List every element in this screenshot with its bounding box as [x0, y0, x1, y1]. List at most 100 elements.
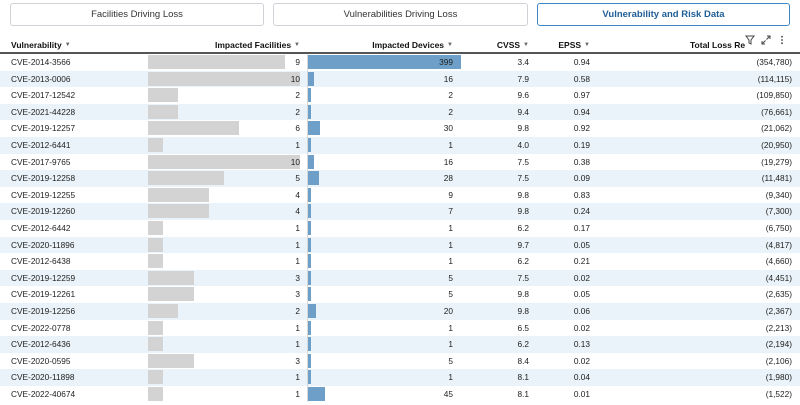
epss-cell: 0.97 — [573, 90, 590, 101]
table-row[interactable]: CVE-2019-12256 2 20 9.8 0.06 (2,367) — [0, 302, 800, 320]
devices-bar — [308, 370, 311, 385]
epss-cell: 0.92 — [573, 123, 590, 134]
total-loss-cell: (2,367) — [765, 305, 792, 316]
facilities-bar — [148, 88, 179, 103]
column-header-impacted-devices[interactable]: Impacted Devices ▼ — [372, 40, 453, 50]
impacted-facilities-cell: 1 — [295, 239, 300, 250]
table-row[interactable]: CVE-2021-44228 2 2 9.4 0.94 (76,661) — [0, 103, 800, 121]
table-row[interactable]: CVE-2017-9765 10 16 7.5 0.38 (19,279) — [0, 153, 800, 171]
cvss-cell: 9.7 — [517, 239, 529, 250]
column-divider — [307, 120, 308, 137]
expand-icon[interactable] — [760, 34, 772, 46]
cvss-cell: 6.2 — [517, 222, 529, 233]
column-divider — [307, 203, 308, 220]
column-divider — [307, 269, 308, 287]
table-row[interactable]: CVE-2012-6441 1 1 4.0 0.19 (20,950) — [0, 136, 800, 154]
table-row[interactable]: CVE-2019-12258 5 28 7.5 0.09 (11,481) — [0, 170, 800, 187]
filter-icon[interactable] — [744, 34, 756, 46]
cvss-cell: 9.8 — [517, 189, 529, 200]
total-loss-cell: (76,661) — [761, 106, 792, 117]
table-row[interactable]: CVE-2022-0778 1 1 6.5 0.02 (2,213) — [0, 319, 800, 337]
devices-bar — [308, 171, 319, 186]
impacted-facilities-cell: 1 — [295, 256, 300, 267]
vulnerability-id-cell: CVE-2020-11898 — [11, 372, 75, 383]
column-divider — [307, 286, 308, 303]
devices-bar — [308, 187, 312, 202]
column-header-epss[interactable]: EPSS ▼ — [558, 40, 590, 50]
impacted-devices-cell: 399 — [439, 57, 453, 67]
sort-caret-icon: ▼ — [447, 42, 453, 48]
facilities-bar — [148, 353, 194, 368]
column-divider — [307, 385, 308, 403]
vulnerability-id-cell: CVE-2012-6436 — [11, 339, 71, 350]
impacted-facilities-cell: 3 — [295, 289, 300, 300]
vulnerability-id-cell: CVE-2017-9765 — [11, 156, 71, 167]
table-row[interactable]: CVE-2019-12261 3 5 9.8 0.05 (2,635) — [0, 286, 800, 303]
column-divider — [307, 352, 308, 370]
table-row[interactable]: CVE-2019-12257 6 30 9.8 0.92 (21,062) — [0, 120, 800, 137]
tab-facilities-driving-loss[interactable]: Facilities Driving Loss — [10, 3, 264, 26]
table-row[interactable]: CVE-2013-0006 10 16 7.9 0.58 (114,115) — [0, 70, 800, 88]
column-header-vulnerability[interactable]: Vulnerability ▼ — [11, 40, 71, 50]
tab-vulnerability-and-risk-data[interactable]: Vulnerability and Risk Data — [537, 3, 790, 26]
epss-cell: 0.21 — [573, 256, 590, 267]
epss-cell: 0.02 — [573, 322, 590, 333]
column-divider — [307, 236, 308, 254]
table-row[interactable]: CVE-2019-12260 4 7 9.8 0.24 (7,300) — [0, 203, 800, 220]
cvss-cell: 9.8 — [517, 206, 529, 217]
epss-cell: 0.05 — [573, 289, 590, 300]
impacted-facilities-cell: 1 — [295, 222, 300, 233]
table-row[interactable]: CVE-2012-6436 1 1 6.2 0.13 (2,194) — [0, 336, 800, 353]
facilities-bar — [148, 187, 209, 202]
table-row[interactable]: CVE-2020-11898 1 1 8.1 0.04 (1,980) — [0, 369, 800, 386]
more-icon[interactable] — [776, 34, 788, 46]
impacted-devices-cell: 2 — [448, 90, 453, 101]
column-divider — [307, 70, 308, 88]
table-row[interactable]: CVE-2014-3566 9 399 3.4 0.94 (354,780) — [0, 54, 800, 71]
table-row[interactable]: CVE-2017-12542 2 2 9.6 0.97 (109,850) — [0, 87, 800, 104]
cvss-cell: 8.1 — [517, 372, 529, 383]
table-row[interactable]: CVE-2020-11896 1 1 9.7 0.05 (4,817) — [0, 236, 800, 254]
devices-bar — [308, 287, 311, 302]
impacted-facilities-cell: 2 — [295, 106, 300, 117]
epss-cell: 0.13 — [573, 339, 590, 350]
impacted-devices-cell: 2 — [448, 106, 453, 117]
epss-cell: 0.04 — [573, 372, 590, 383]
facilities-bar — [148, 71, 300, 86]
impacted-devices-cell: 1 — [448, 372, 453, 383]
cvss-cell: 7.5 — [517, 173, 529, 184]
impacted-devices-cell: 45 — [443, 388, 453, 399]
devices-bar — [308, 386, 326, 401]
cvss-cell: 3.4 — [517, 57, 529, 67]
vulnerability-id-cell: CVE-2019-12261 — [11, 289, 76, 300]
table-row[interactable]: CVE-2022-40674 1 45 8.1 0.01 (1,522) — [0, 385, 800, 403]
epss-cell: 0.94 — [573, 106, 590, 117]
impacted-facilities-cell: 1 — [295, 322, 300, 333]
impacted-devices-cell: 30 — [443, 123, 453, 134]
vulnerability-id-cell: CVE-2022-0778 — [11, 322, 71, 333]
devices-bar — [308, 270, 311, 285]
cvss-cell: 9.8 — [517, 289, 529, 300]
tab-vulnerabilities-driving-loss[interactable]: Vulnerabilities Driving Loss — [273, 3, 528, 26]
facilities-bar — [148, 104, 179, 119]
vulnerability-id-cell: CVE-2019-12255 — [11, 189, 76, 200]
impacted-devices-cell: 5 — [448, 272, 453, 283]
cvss-cell: 7.9 — [517, 73, 529, 84]
column-header-impacted-facilities[interactable]: Impacted Facilities ▼ — [214, 40, 300, 50]
column-header-cvss[interactable]: CVSS ▼ — [496, 40, 529, 50]
impacted-facilities-cell: 9 — [295, 57, 300, 67]
table-row[interactable]: CVE-2019-12259 3 5 7.5 0.02 (4,451) — [0, 269, 800, 287]
epss-cell: 0.05 — [573, 239, 590, 250]
impacted-facilities-cell: 4 — [295, 189, 300, 200]
table-row[interactable]: CVE-2012-6442 1 1 6.2 0.17 (6,750) — [0, 219, 800, 237]
table-row[interactable]: CVE-2012-6438 1 1 6.2 0.21 (4,660) — [0, 253, 800, 270]
column-header-total-loss[interactable]: Total Loss Re — [690, 40, 746, 50]
table-row[interactable]: CVE-2019-12255 4 9 9.8 0.83 (9,340) — [0, 186, 800, 204]
column-divider — [307, 153, 308, 171]
cvss-cell: 6.2 — [517, 256, 529, 267]
impacted-devices-cell: 16 — [443, 73, 453, 84]
table-row[interactable]: CVE-2020-0595 3 5 8.4 0.02 (2,106) — [0, 352, 800, 370]
column-divider — [307, 302, 308, 320]
impacted-devices-cell: 1 — [448, 256, 453, 267]
devices-bar — [308, 88, 311, 103]
